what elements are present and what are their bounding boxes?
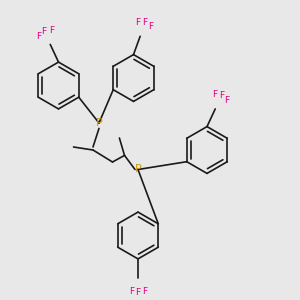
Text: F: F	[224, 96, 229, 105]
Text: F: F	[148, 22, 153, 31]
Text: F: F	[129, 286, 134, 296]
Text: F: F	[212, 90, 217, 99]
Text: F: F	[142, 286, 147, 296]
Text: F: F	[219, 92, 224, 100]
Text: F: F	[136, 17, 141, 26]
Text: F: F	[49, 26, 54, 34]
Text: F: F	[42, 27, 47, 36]
Text: F: F	[142, 18, 148, 27]
Text: F: F	[36, 32, 41, 41]
Text: P: P	[96, 118, 102, 128]
Text: F: F	[135, 288, 141, 297]
Text: P: P	[135, 164, 141, 175]
